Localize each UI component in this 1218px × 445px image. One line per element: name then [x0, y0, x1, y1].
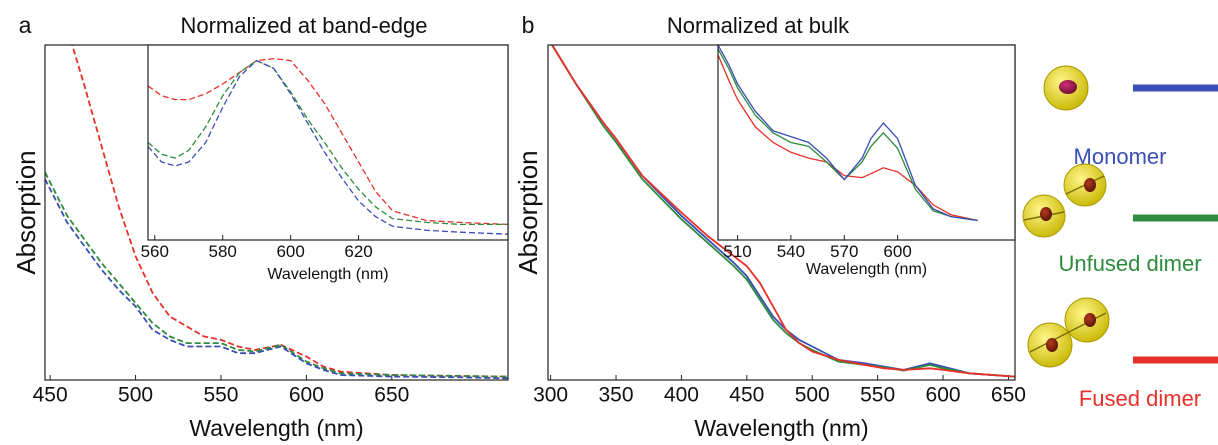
x-tick-label: 350: [598, 383, 633, 406]
x-axis-label: Wavelength (nm): [189, 415, 363, 441]
x-tick-label: 650: [991, 383, 1026, 406]
legend-label: Monomer: [1074, 144, 1167, 169]
series-line: [718, 45, 978, 222]
panel: 560 580 600 620 Wavelength (nm) Normalized at…: [141, 13, 509, 283]
plot-area: [148, 45, 508, 240]
panel-label: b: [522, 12, 535, 38]
chart-title: Normalized at band-edge: [180, 13, 427, 38]
x-tick-label: 620: [344, 242, 372, 261]
x-tick-label: 550: [860, 383, 895, 406]
series-line: [551, 45, 1015, 378]
y-axis-label: Absorption: [11, 150, 41, 274]
x-tick-label: 450: [33, 383, 68, 406]
x-tick-label: 540: [777, 242, 805, 261]
series-line: [148, 57, 508, 226]
x-tick-label: 450: [729, 383, 764, 406]
x-axis-label: Wavelength (nm): [694, 415, 868, 441]
x-tick-label: 600: [289, 383, 324, 406]
x-tick-label: 580: [209, 242, 237, 261]
x-tick-label: 600: [883, 242, 911, 261]
series-line: [551, 45, 1015, 378]
x-tick-label: 550: [203, 383, 238, 406]
series-line: [148, 59, 508, 235]
x-tick-label: 570: [830, 242, 858, 261]
y-axis-label: Absorption: [513, 150, 543, 274]
x-tick-label: 400: [664, 383, 699, 406]
x-axis-label: Wavelength (nm): [267, 266, 388, 283]
x-tick-label: 600: [926, 383, 961, 406]
monomer-icon: [1043, 65, 1089, 111]
x-tick-label: 650: [374, 383, 409, 406]
legend-label: Fused dimer: [1079, 386, 1201, 411]
x-tick-label: 500: [118, 383, 153, 406]
plot-frame: [147, 44, 509, 241]
series-line: [148, 59, 508, 226]
series-line: [45, 171, 508, 378]
x-tick-label: 510: [723, 242, 751, 261]
x-tick-label: 500: [795, 383, 830, 406]
fused-dimer-icon: [1027, 297, 1110, 368]
series-line: [718, 54, 978, 222]
plot-frame: [717, 44, 1016, 241]
x-tick-label: 300: [533, 383, 568, 406]
unfused-dimer-icon: [1022, 163, 1107, 238]
series-line: [45, 178, 508, 380]
legend-label: Unfused dimer: [1058, 251, 1201, 276]
x-tick-label: 560: [141, 242, 169, 261]
chart-title: Normalized at bulk: [667, 13, 850, 38]
x-tick-label: 600: [276, 242, 304, 261]
series-line: [71, 45, 508, 378]
plot-area: [718, 45, 1015, 240]
x-axis-label: Wavelength (nm): [806, 261, 927, 278]
panel-label: a: [19, 12, 32, 38]
